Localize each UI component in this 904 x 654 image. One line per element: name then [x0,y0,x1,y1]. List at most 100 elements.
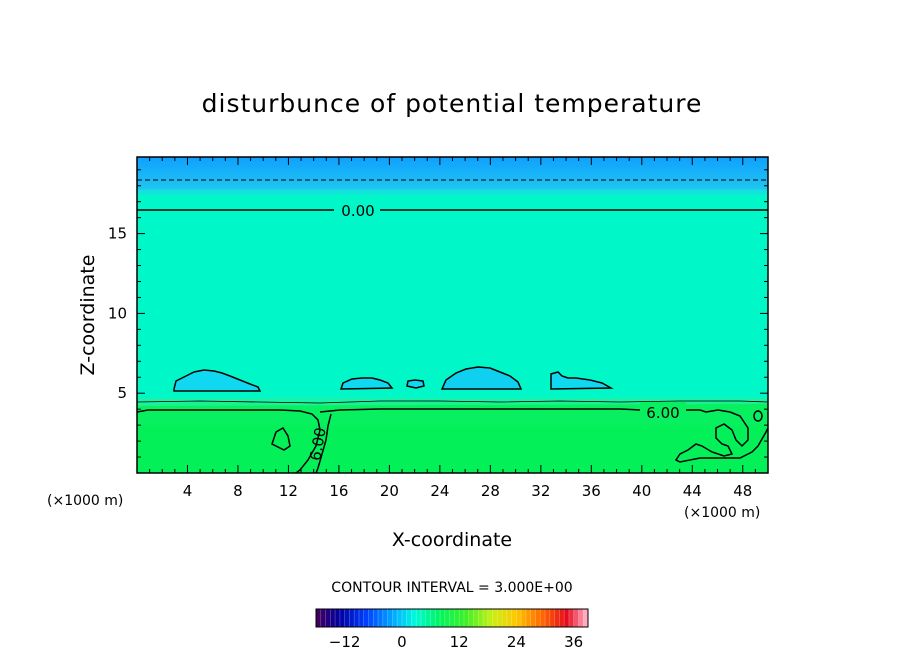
colorbar-cell [487,609,493,627]
colorbar-cell [335,609,341,627]
colorbar-cell [387,609,393,627]
colorbar-ticks: −12 0 12 24 36 [329,633,583,651]
contour-blob-1 [173,369,262,392]
field-band [137,398,768,406]
colorbar-cell [506,609,513,627]
colorbar-cell [435,609,441,627]
field-bottom [137,425,768,473]
colorbar-cell [325,609,331,627]
colorbar-cell [559,609,565,627]
contour-lines [136,179,769,474]
colorbar-cell [483,609,489,627]
contour-right-complex [674,409,769,463]
contour-label-bg-zero [336,201,380,219]
colorbar-cell [344,609,350,627]
colorbar-cell [473,609,479,627]
colorbar-cell [397,609,403,627]
contour-tiny-ring [753,410,763,422]
colorbar-cell [573,609,579,627]
colorbar-cell [535,609,541,627]
contour-blob-5 [550,371,614,390]
colorbar-cell [320,609,326,627]
colorbar-tick-label: −12 [329,633,361,651]
x-axis-label: X-coordinate [392,529,512,551]
chart-title: disturbunce of potential temperature [202,89,703,118]
colorbar-cell [406,609,412,627]
colorbar-cell [459,609,465,627]
colorbar-cell [492,609,498,627]
x-tick-label: 44 [683,482,702,500]
colorbar-cell [330,609,336,627]
y-tick-label: 10 [108,304,127,322]
colorbar-cell [358,609,365,627]
colorbar-cell [502,609,508,627]
colorbar-cell [363,609,369,627]
y-axis-ticks: 5 10 15 [108,169,768,474]
colorbar-cell [568,609,575,627]
x-tick-label: 28 [481,482,500,500]
colorbar-tick-label: 24 [507,633,526,651]
y-tick-label: 5 [117,384,127,402]
colorbar-cell [416,609,422,627]
colorbar-cell [316,609,322,627]
colorbar-cell [425,609,431,627]
y-tick-label: 15 [108,225,127,243]
colorbar [315,609,589,627]
colorbar-cell [354,609,360,627]
colorbar-cell [368,609,374,627]
x-tick-label: 8 [233,482,243,500]
x-unit-right: (×1000 m) [684,505,760,521]
contour-blob-3 [406,379,425,389]
colorbar-cell [454,609,460,627]
contour-small-loop [271,426,291,451]
colorbar-cell [530,609,536,627]
x-tick-label: 16 [329,482,348,500]
colorbar-cell [516,609,522,627]
colorbar-cell [578,609,584,627]
contour-thin-band [136,400,769,404]
colorbar-cell [497,609,503,627]
field-top [137,157,768,191]
colorbar-cell [545,609,551,627]
colorbar-cell [378,609,384,627]
colorbar-cell [392,609,398,627]
x-unit-left: (×1000 m) [47,493,123,509]
colorbar-cell [525,609,532,627]
colorbar-cell [373,609,379,627]
colorbar-tick-label: 12 [450,633,469,651]
x-tick-label: 36 [582,482,601,500]
contour-label-bg-six [640,402,686,420]
colorbar-cell [463,609,470,627]
colorbar-cell [420,609,427,627]
x-axis-ticks: 4 8 12 16 20 24 28 32 36 40 44 48 [136,157,769,500]
colorbar-cell [468,609,474,627]
colorbar-tick-label: 36 [564,633,583,651]
contour-label-six-vertical: 6.00 [306,426,330,462]
contour-six-main [136,408,707,474]
contour-blob-2 [339,377,394,390]
blob-5 [551,372,611,389]
contour-interval: CONTOUR INTERVAL = 3.000E+00 [331,580,572,596]
colorbar-cell [511,609,517,627]
x-tick-label: 48 [733,482,752,500]
colorbar-cell [554,609,560,627]
colorbar-cell [339,609,346,627]
blob-2 [341,378,392,389]
contour-six-drop [315,413,332,474]
colorbar-tick-label: 0 [397,633,407,651]
y-axis-label: Z-coordinate [77,255,99,376]
colorbar-cell [583,609,589,627]
colorbar-cell [521,609,527,627]
field-transition [137,189,768,195]
colorbar-cell [401,609,408,627]
colorbar-cell [382,609,388,627]
blob-3 [407,380,424,388]
colorbar-cell [478,609,484,627]
contour-label-zero: 0.00 [341,202,374,220]
x-tick-label: 20 [380,482,399,500]
x-tick-label: 4 [183,482,193,500]
colorbar-cell [440,609,446,627]
colorbar-cell [349,609,355,627]
colorbar-cell [564,609,570,627]
